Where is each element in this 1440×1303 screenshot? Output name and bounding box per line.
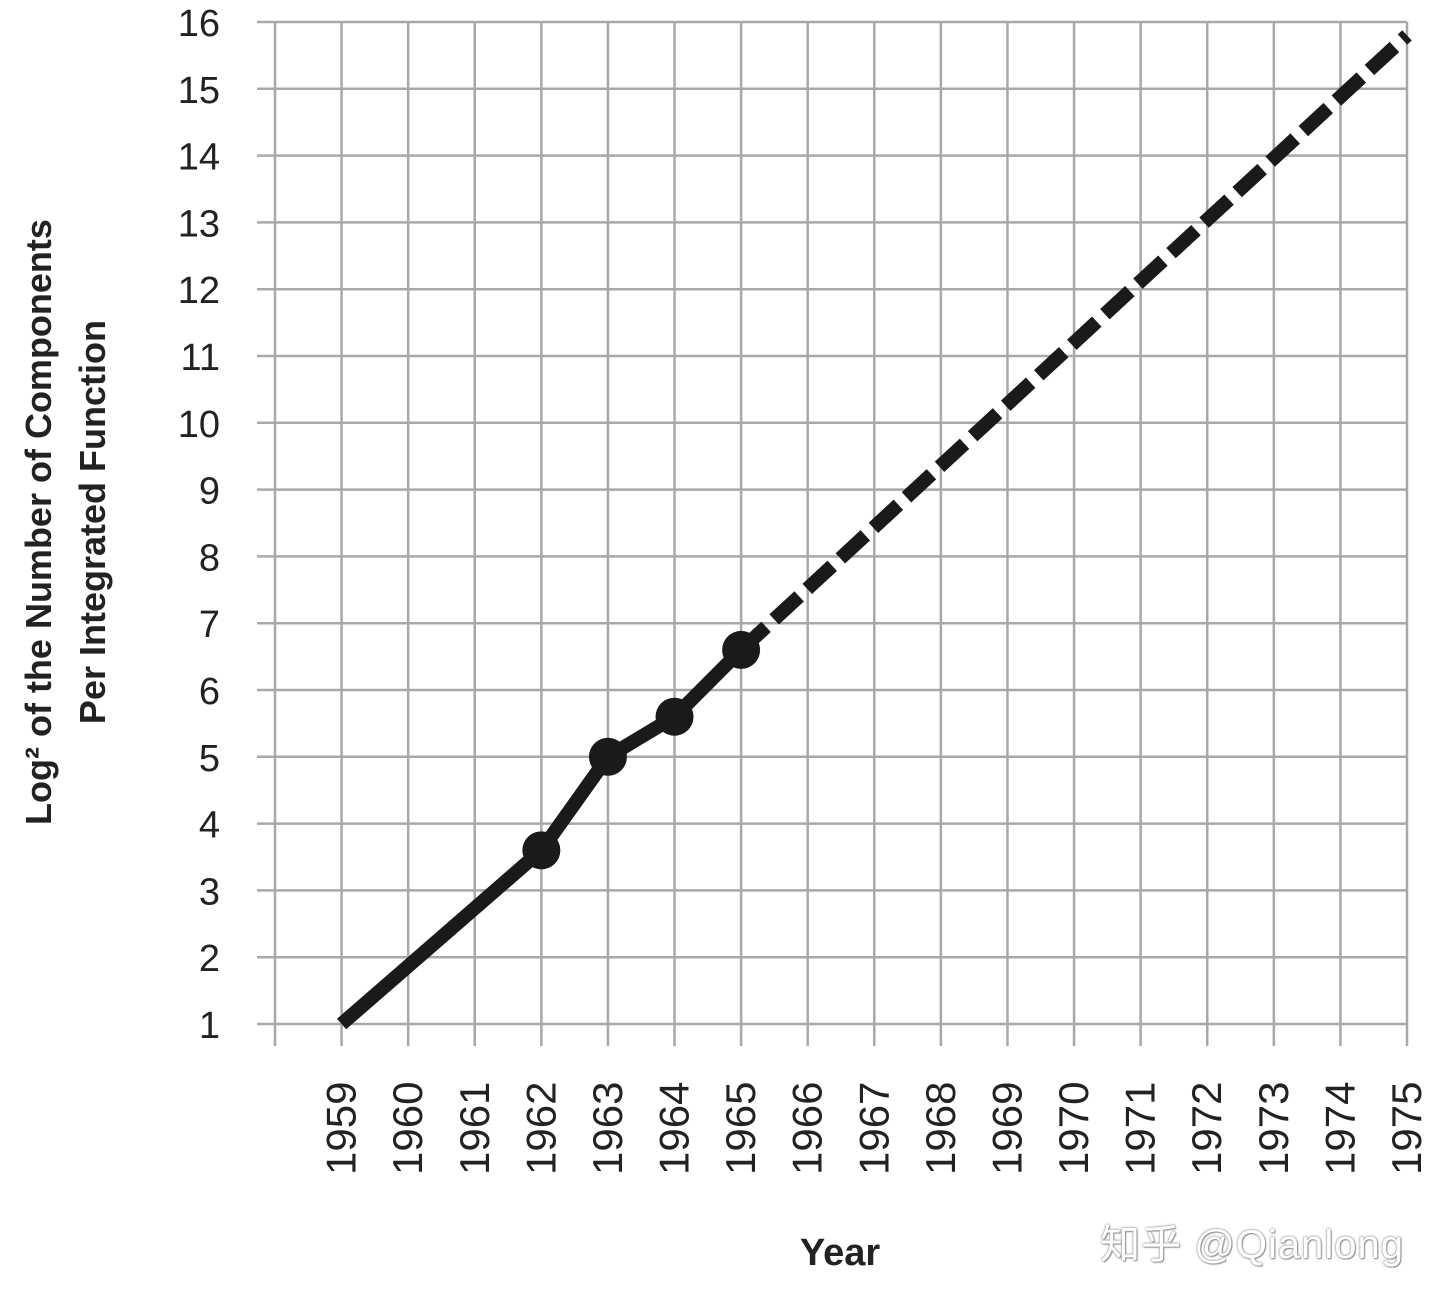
y-tick-label: 16 [178, 3, 220, 45]
watermark: 知乎 @Qianlong [1100, 1223, 1404, 1267]
y-tick-label: 15 [178, 70, 220, 112]
y-tick-label: 5 [199, 738, 220, 780]
x-tick-label: 1964 [651, 1082, 698, 1175]
data-point-marker [588, 737, 627, 776]
y-tick-label: 1 [199, 1005, 220, 1047]
x-tick-label: 1970 [1050, 1082, 1097, 1175]
x-tick-label: 1973 [1250, 1082, 1297, 1175]
y-tick-label: 11 [181, 337, 220, 379]
x-tick-label: 1967 [850, 1082, 897, 1175]
x-tick-label: 1968 [917, 1082, 964, 1175]
y-tick-label: 4 [199, 805, 220, 847]
y-axis-title-line-1: Log² of the Number of Components [18, 219, 59, 825]
x-axis-title: Year [799, 1232, 881, 1274]
y-tick-label: 14 [178, 137, 220, 179]
y-tick-label: 12 [178, 270, 220, 312]
grid-layer [257, 20, 1409, 1046]
x-tick-label: 1975 [1383, 1082, 1430, 1175]
x-tick-label: 1960 [384, 1082, 431, 1175]
x-tick-label: 1962 [517, 1082, 564, 1175]
y-tick-label: 10 [178, 404, 220, 446]
y-tick-label: 8 [199, 537, 220, 579]
y-tick-label: 7 [199, 604, 220, 646]
x-tick-label: 1974 [1316, 1082, 1363, 1175]
x-tick-label: 1971 [1117, 1082, 1164, 1175]
x-tick-label: 1961 [451, 1082, 498, 1175]
y-axis-title-line-2: Per Integrated Function [72, 320, 113, 725]
data-point-marker [722, 630, 761, 669]
series-layer [336, 30, 1412, 1030]
y-tick-label: 9 [199, 471, 220, 513]
y-tick-label: 2 [199, 938, 220, 980]
projection-line [736, 30, 1412, 656]
y-axis-title: Log² of the Number of Components Per Int… [12, 219, 120, 825]
y-tick-label: 3 [199, 871, 220, 913]
x-tick-label: 1969 [983, 1082, 1030, 1175]
x-tick-label: 1963 [584, 1082, 631, 1175]
x-tick-label: 1972 [1183, 1082, 1230, 1175]
x-tick-label: 1965 [717, 1082, 764, 1175]
data-point-marker [522, 831, 561, 870]
y-tick-label: 6 [199, 671, 220, 713]
x-tick-label: 1966 [784, 1082, 831, 1175]
y-tick-label: 13 [178, 203, 220, 245]
x-tick-label: 1959 [318, 1082, 365, 1175]
data-point-marker [655, 697, 694, 736]
